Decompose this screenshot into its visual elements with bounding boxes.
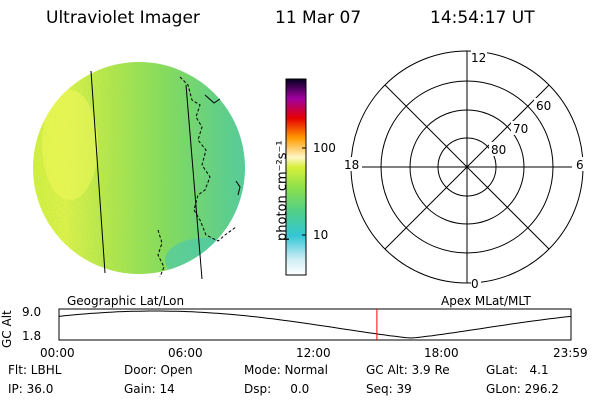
seq-label: Seq: 39 [366,382,412,396]
filter-label: Flt: LBHL [8,363,62,377]
mlt-label-12: 12 [471,51,486,65]
x-tick-0600: 06:00 [168,346,203,360]
instrument-title: Ultraviolet Imager [46,8,200,28]
colorbar-tick-10: 10 [313,228,329,242]
ip-label: IP: 36.0 [8,382,54,396]
geo-latlon-label: Geographic Lat/Lon [67,294,185,308]
gc-alt-label: GC Alt: 3.9 Re [366,363,450,377]
date-label: 11 Mar 07 [275,8,362,28]
glon-label: GLon: 296.2 [486,382,559,396]
coastline [179,76,237,242]
y-tick-9: 9.0 [22,305,42,319]
x-tick-2359: 23:59 [553,346,588,360]
dsp-label: Dsp: 0.0 [244,382,310,396]
coastline [157,229,165,278]
y-tick-1-8: 1.8 [22,329,42,343]
lat-label-80: 80 [491,143,506,157]
uv-earth-image [33,62,245,280]
glat-label: GLat: 4.1 [486,363,549,377]
coastline [235,180,241,196]
mlt-label-0: 0 [471,277,479,291]
lat-label-60: 60 [536,99,551,113]
gc-alt-axis-label: GC Alt [0,310,14,348]
colorbar-tick-100: 100 [313,141,336,155]
lat-label-70: 70 [513,122,528,136]
mlt-label-6: 6 [576,158,584,172]
polar-mlt-plot: 12 0 18 6 60 70 80 [342,50,586,291]
coastline [204,94,221,104]
apex-mlat-label: Apex MLat/MLT [441,294,531,308]
bright-region [42,90,98,200]
time-label: 14:54:17 UT [430,8,535,28]
door-label: Door: Open [124,363,193,377]
x-tick-0000: 00:00 [40,346,75,360]
x-tick-1200: 12:00 [296,346,331,360]
colorbar-unit-label: photon cm⁻²s⁻¹ [275,140,290,241]
altitude-timeline-plot [58,308,572,341]
mode-label: Mode: Normal [244,363,328,377]
x-tick-1800: 18:00 [424,346,459,360]
mlt-label-18: 18 [344,158,359,172]
meridian-line [185,84,203,280]
color-scale-bar [285,78,307,276]
meridian-line [90,70,106,274]
gain-label: Gain: 14 [124,382,175,396]
